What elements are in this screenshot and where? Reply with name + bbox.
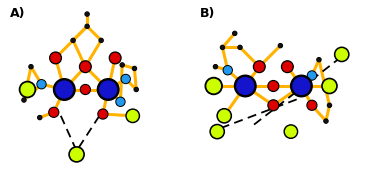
Circle shape	[111, 53, 120, 62]
Circle shape	[71, 39, 75, 42]
Circle shape	[218, 110, 230, 121]
Circle shape	[120, 63, 124, 67]
Circle shape	[307, 100, 317, 110]
Text: B): B)	[200, 7, 215, 20]
Circle shape	[81, 84, 90, 95]
Circle shape	[224, 67, 231, 74]
Circle shape	[109, 52, 121, 64]
Circle shape	[308, 101, 316, 109]
Text: A): A)	[10, 7, 25, 20]
Circle shape	[85, 12, 89, 16]
Circle shape	[56, 81, 73, 98]
Circle shape	[122, 76, 129, 83]
Circle shape	[134, 88, 138, 91]
Circle shape	[69, 147, 84, 162]
Circle shape	[19, 81, 36, 98]
Circle shape	[99, 38, 103, 42]
Circle shape	[324, 120, 328, 123]
Circle shape	[324, 80, 335, 92]
Circle shape	[233, 31, 237, 35]
Circle shape	[29, 65, 33, 68]
Circle shape	[223, 66, 232, 75]
Circle shape	[269, 82, 277, 90]
Circle shape	[214, 65, 217, 68]
Circle shape	[21, 83, 34, 96]
Circle shape	[284, 125, 297, 138]
Circle shape	[237, 78, 254, 94]
Circle shape	[279, 44, 282, 47]
Circle shape	[269, 101, 277, 110]
Circle shape	[335, 47, 349, 62]
Circle shape	[54, 79, 75, 100]
Circle shape	[38, 116, 41, 119]
Circle shape	[135, 88, 138, 91]
Circle shape	[85, 24, 89, 28]
Circle shape	[282, 61, 293, 72]
Circle shape	[324, 119, 328, 123]
Circle shape	[317, 58, 321, 62]
Circle shape	[79, 61, 91, 72]
Circle shape	[207, 79, 220, 93]
Circle shape	[268, 81, 279, 91]
Circle shape	[22, 98, 26, 102]
Circle shape	[205, 78, 222, 95]
Circle shape	[233, 32, 236, 35]
Circle shape	[81, 62, 90, 71]
Circle shape	[49, 107, 59, 117]
Circle shape	[116, 97, 125, 106]
Circle shape	[82, 86, 89, 93]
Circle shape	[117, 98, 124, 105]
Circle shape	[133, 67, 136, 70]
Circle shape	[220, 45, 225, 49]
Circle shape	[100, 81, 116, 98]
Circle shape	[278, 44, 282, 48]
Circle shape	[214, 65, 217, 69]
Circle shape	[328, 104, 331, 107]
Circle shape	[238, 45, 242, 49]
Circle shape	[85, 13, 89, 16]
Circle shape	[38, 81, 45, 88]
Circle shape	[98, 109, 108, 119]
Circle shape	[307, 71, 316, 80]
Circle shape	[127, 111, 138, 121]
Circle shape	[283, 62, 292, 71]
Circle shape	[239, 46, 242, 49]
Circle shape	[132, 66, 136, 71]
Circle shape	[71, 38, 75, 42]
Circle shape	[85, 25, 89, 28]
Circle shape	[286, 126, 296, 137]
Circle shape	[210, 124, 225, 139]
Circle shape	[221, 46, 224, 49]
Circle shape	[234, 75, 256, 97]
Circle shape	[336, 49, 347, 60]
Circle shape	[71, 148, 82, 160]
Circle shape	[22, 98, 26, 102]
Circle shape	[121, 74, 130, 83]
Circle shape	[99, 110, 107, 118]
Circle shape	[29, 65, 33, 69]
Circle shape	[126, 109, 139, 123]
Circle shape	[121, 63, 124, 67]
Circle shape	[293, 78, 310, 94]
Circle shape	[254, 61, 265, 72]
Circle shape	[268, 100, 279, 111]
Circle shape	[98, 79, 119, 100]
Circle shape	[217, 109, 231, 123]
Circle shape	[291, 75, 312, 97]
Circle shape	[308, 72, 316, 79]
Circle shape	[50, 52, 61, 64]
Circle shape	[51, 53, 60, 62]
Circle shape	[50, 108, 57, 116]
Circle shape	[318, 58, 321, 61]
Circle shape	[255, 62, 264, 71]
Circle shape	[322, 78, 337, 94]
Circle shape	[37, 80, 46, 89]
Circle shape	[212, 126, 223, 137]
Circle shape	[38, 116, 42, 120]
Circle shape	[99, 39, 103, 42]
Circle shape	[327, 103, 332, 107]
